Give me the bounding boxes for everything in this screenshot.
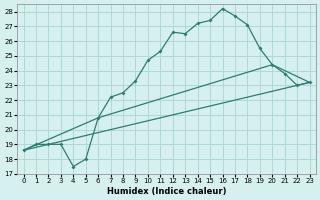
- X-axis label: Humidex (Indice chaleur): Humidex (Indice chaleur): [107, 187, 226, 196]
